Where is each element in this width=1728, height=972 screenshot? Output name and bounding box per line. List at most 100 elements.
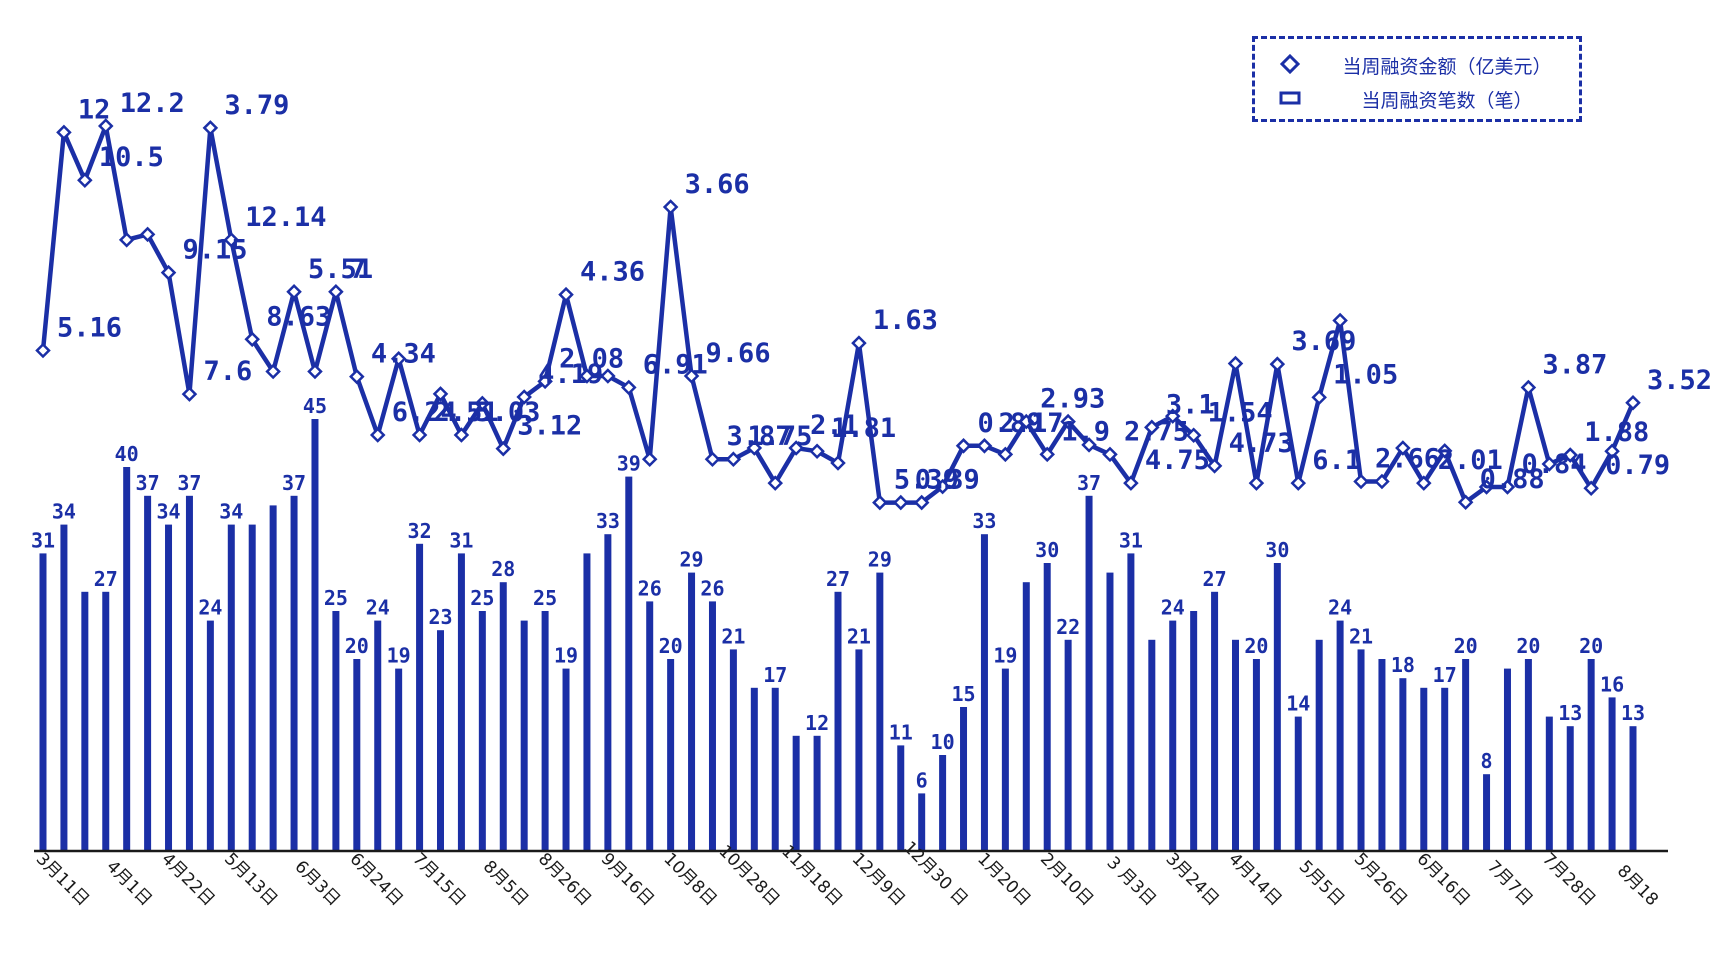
bar-value-label: 37	[177, 471, 201, 495]
bar	[1085, 495, 1093, 851]
line-value-label: 0.89	[978, 408, 1043, 439]
bar	[918, 793, 926, 851]
x-tick-label: 3 月3日	[1103, 853, 1160, 910]
bar-value-label: 40	[115, 442, 139, 466]
bar-value-label: 39	[617, 452, 641, 476]
line-marker	[1018, 413, 1035, 430]
line-value-label: 4.36	[580, 257, 645, 288]
bar-value-label: 31	[1119, 528, 1143, 552]
bar-value-label: 17	[1433, 663, 1457, 687]
bar-value-label: 29	[868, 548, 892, 572]
line-marker	[955, 438, 972, 454]
legend-label-amount: 当周融资金额（亿美元）	[1342, 56, 1552, 78]
line-value-label: 3.79	[224, 90, 289, 121]
bar-value-label: 34	[52, 500, 76, 524]
bar-value-label: 31	[449, 528, 473, 552]
bar	[311, 419, 319, 851]
line-marker	[1248, 475, 1265, 491]
line-marker	[328, 284, 344, 300]
bar-value-label: 20	[1516, 634, 1540, 658]
bar	[1587, 659, 1595, 851]
line-marker	[872, 494, 888, 511]
bar	[1357, 649, 1365, 851]
bar	[457, 553, 465, 851]
bar-value-label: 19	[387, 644, 411, 668]
line-value-label: 6.1	[1312, 445, 1361, 476]
line-marker	[1185, 427, 1202, 444]
line-marker	[349, 368, 365, 385]
bar-value-label: 20	[1579, 634, 1603, 658]
line-marker	[725, 451, 742, 467]
bar	[1294, 716, 1302, 851]
line-value-label: 1.05	[1333, 359, 1398, 390]
line-marker	[1436, 443, 1453, 459]
x-tick-label: 6月16日	[1413, 849, 1474, 910]
line-value-label: 1.63	[873, 305, 938, 336]
line-marker	[1583, 480, 1599, 496]
bar-value-label: 30	[1265, 538, 1289, 562]
line-value-label: 9.15	[183, 235, 248, 266]
bar-value-label: 24	[1161, 596, 1185, 620]
line-value-label: 5.51	[308, 254, 373, 285]
line-marker	[1562, 447, 1579, 463]
bar-value-label: 21	[1349, 624, 1373, 648]
line-value-label: 8.63	[266, 301, 331, 332]
line-value-label: 4.34	[371, 339, 436, 370]
line-value-label: 0.88	[1480, 464, 1545, 495]
bar-value-label: 27	[826, 567, 850, 591]
bar	[562, 668, 570, 851]
bar	[290, 495, 298, 851]
line-marker	[139, 226, 156, 243]
line-marker	[307, 363, 323, 380]
bar	[834, 591, 842, 851]
legend-label-count: 当周融资笔数（笔）	[1361, 90, 1533, 112]
bar	[876, 572, 884, 851]
line-marker	[579, 368, 595, 384]
bar	[960, 707, 968, 851]
x-tick-label: 4月14日	[1224, 849, 1285, 910]
line-marker	[621, 379, 637, 396]
line-value-label: 1.54	[1208, 397, 1273, 428]
bar-value-label: 26	[700, 576, 724, 600]
bar	[688, 572, 696, 851]
line-value-label: 2.51	[434, 397, 499, 428]
line-marker	[35, 342, 51, 359]
line-marker	[1123, 475, 1139, 491]
bar	[478, 611, 486, 851]
line-value-label: 1.9	[1061, 416, 1110, 447]
bar	[165, 524, 173, 851]
bar-value-label: 11	[889, 720, 913, 744]
line-marker	[683, 368, 700, 384]
x-tick-label: 8月5日	[479, 857, 532, 910]
line-marker	[913, 494, 930, 511]
bar	[855, 649, 863, 851]
bar	[1399, 678, 1407, 851]
line-marker	[809, 443, 825, 459]
bar	[1043, 563, 1051, 851]
line-marker	[1499, 479, 1516, 495]
line-marker	[77, 172, 93, 188]
line-value-label: 3.12	[517, 411, 582, 442]
line-value-label: 12.2	[120, 88, 185, 119]
bar	[980, 534, 988, 851]
bar	[1503, 668, 1511, 851]
line-marker	[1269, 356, 1286, 372]
x-tick-label: 3月24日	[1162, 849, 1223, 910]
bar-value-label: 27	[1203, 567, 1227, 591]
bar	[1378, 659, 1386, 851]
line-marker	[830, 455, 846, 471]
x-tick-label: 3月11日	[32, 849, 93, 910]
bar-value-label: 37	[136, 471, 160, 495]
x-tick-label: 6月24日	[346, 849, 407, 910]
line-value-label: 5.03	[475, 397, 540, 428]
line-value-label: 0.39	[915, 465, 980, 496]
bar	[646, 601, 654, 851]
x-tick-label: 1月20日	[973, 849, 1034, 910]
x-tick-label: 7月7日	[1483, 857, 1536, 910]
line-marker	[851, 335, 867, 351]
line-value-label: 2.17	[998, 408, 1063, 439]
line-marker	[244, 331, 260, 348]
bar	[102, 591, 110, 851]
line-marker	[1206, 458, 1223, 474]
bar	[332, 611, 340, 851]
